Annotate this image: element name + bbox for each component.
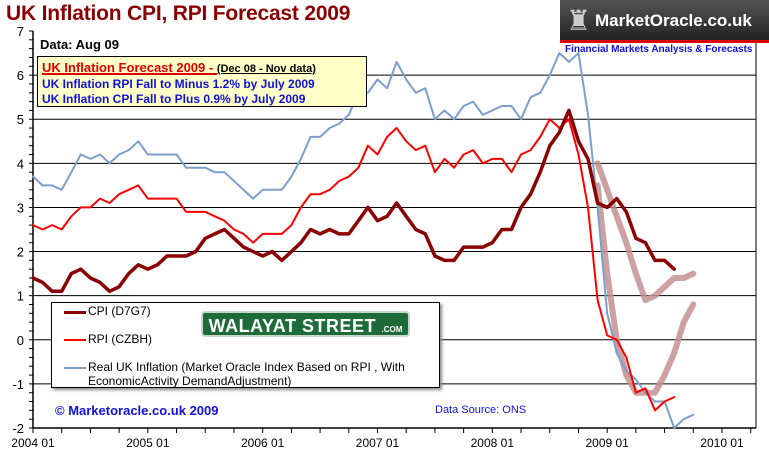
x-tick-label: 2005 01	[126, 436, 170, 450]
legend-item-real: Real UK Inflation (Market Oracle Index B…	[64, 360, 405, 388]
legend-label-rpi: RPI (CZBH)	[88, 332, 152, 346]
legend-label-real-line2: EconomicActivity DemandAdjustment)	[88, 374, 292, 388]
y-tick-label: 2	[17, 245, 24, 260]
x-axis: 2004 01 2005 01 2006 01 2007 01 2008 01 2009 …	[11, 427, 756, 450]
y-tick-label: 0	[17, 333, 24, 348]
y-axis: 7 6 5 4 3 2 1 0 -1 -2	[12, 24, 34, 436]
series-rpi	[32, 118, 676, 412]
badge-suffix: .COM	[381, 325, 403, 334]
x-tick-label: 2008 01	[471, 436, 515, 450]
walayat-street-badge[interactable]: WALAYAT STREET .COM	[201, 311, 410, 337]
x-tick-label: 2009 01	[585, 436, 629, 450]
note-subtitle: (Dec 08 - Nov data)	[216, 63, 316, 75]
note-cpi-line: UK Inflation CPI Fall to Plus 0.9% by Ju…	[42, 92, 306, 106]
y-tick-label: 5	[17, 112, 24, 127]
y-tick-label: 1	[17, 289, 24, 304]
series-cpi	[31, 108, 676, 294]
y-tick-label: 7	[17, 24, 24, 39]
x-tick-label: 2004 01	[11, 436, 55, 450]
statue-icon: ♜	[566, 5, 592, 36]
x-tick-label: 2007 01	[356, 436, 400, 450]
note-rpi-line: UK Inflation RPI Fall to Minus 1.2% by J…	[42, 77, 315, 91]
marketoracle-logo[interactable]: ♜ MarketOracle.co.uk	[560, 0, 769, 43]
note-title: UK Inflation Forecast 2009 -	[42, 60, 217, 75]
y-tick-label: -2	[12, 421, 24, 436]
legend-item-cpi: CPI (D7G7)	[64, 304, 151, 318]
series-rpi-forecast	[594, 182, 697, 396]
copyright-text: © Marketoracle.co.uk 2009	[55, 403, 219, 418]
x-tick-label: 2010 01	[700, 436, 744, 450]
legend-swatch-real	[64, 367, 86, 369]
logo-text: MarketOracle.co.uk	[595, 11, 752, 30]
legend-label-real: Real UK Inflation (Market Oracle Index B…	[88, 360, 405, 374]
series-cpi-forecast	[594, 160, 697, 304]
legend-swatch-cpi	[64, 311, 86, 314]
y-tick-label: 3	[17, 200, 24, 215]
data-source-text: Data Source: ONS	[435, 404, 527, 416]
y-tick-label: 4	[17, 156, 24, 171]
chart-title: UK Inflation CPI, RPI Forecast 2009	[6, 2, 351, 25]
x-tick-label: 2006 01	[241, 436, 285, 450]
y-tick-label: -1	[12, 377, 24, 392]
y-tick-label: 6	[17, 68, 24, 83]
badge-text: WALAYAT STREET	[208, 316, 376, 336]
legend-label-cpi: CPI (D7G7)	[88, 304, 151, 318]
legend-swatch-rpi	[64, 339, 86, 341]
legend-item-rpi: RPI (CZBH)	[64, 332, 152, 346]
forecast-note-box: UK Inflation Forecast 2009 - (Dec 08 - N…	[37, 56, 367, 107]
data-date-label: Data: Aug 09	[40, 37, 119, 52]
logo-tagline: Financial Markets Analysis & Forecasts	[565, 44, 753, 55]
